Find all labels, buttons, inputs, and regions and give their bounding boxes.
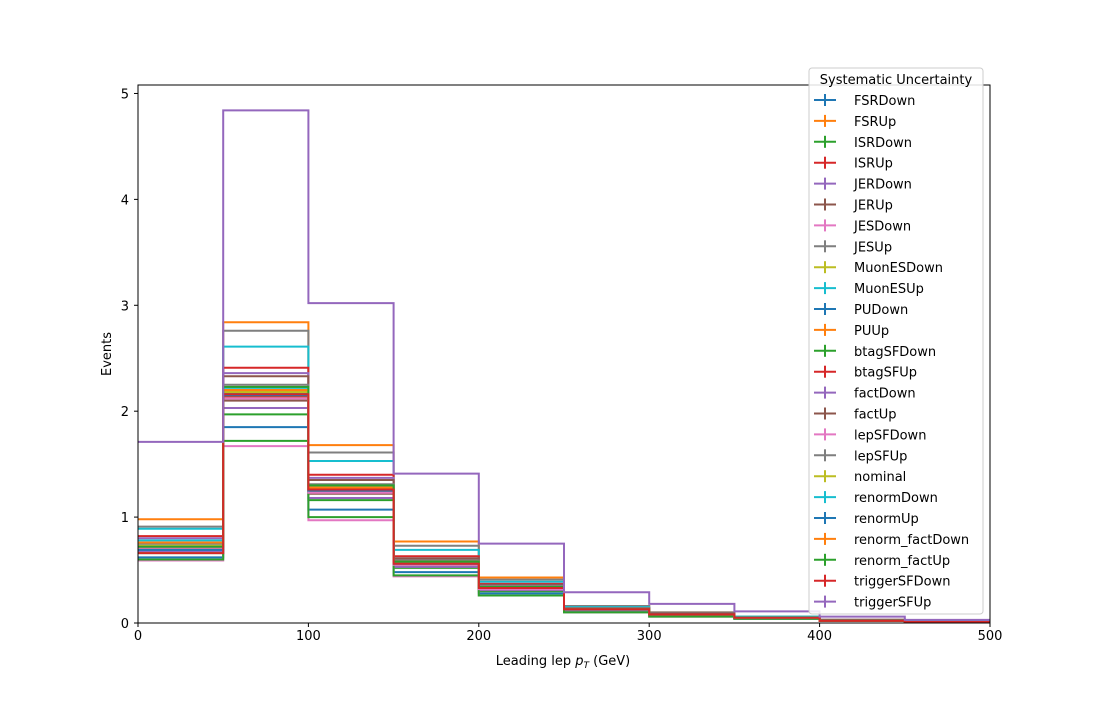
y-tick-label: 3 [121,299,129,314]
legend-label: JERDown [853,178,912,193]
legend-item-puup: PUUp [814,323,889,339]
legend-item-fsrdown: FSRDown [814,94,915,109]
legend-label: FSRDown [854,94,915,109]
legend-frame [808,67,984,615]
axes-layer: 0 100 200 300 400 500 0 1 2 3 4 5 [121,84,1003,644]
legend-label: MuonESDown [854,261,943,276]
legend-item-jerup: JERUp [814,198,893,214]
legend-label: PUUp [854,324,889,339]
legend-label: btagSFDown [854,345,936,360]
legend-label: renormDown [854,491,938,506]
legend-label: factUp [854,408,897,423]
legend-label: lepSFUp [854,449,907,464]
y-axis-label: Events [100,332,115,376]
legend-label: PUDown [854,303,908,318]
legend-label: lepSFDown [854,428,926,443]
x-tick-label: 100 [296,629,321,644]
legend-label: renorm_factUp [854,554,950,569]
legend-item-fsrup: FSRUp [814,114,896,130]
x-tick-label: 500 [978,629,1003,644]
legend-label: ISRUp [854,157,893,172]
legend-item-renormup: renormUp [814,512,919,527]
legend-item-renormdown: renormDown [814,491,938,506]
legend-item-triggersfup: triggerSFUp [814,595,931,611]
series-line-triggersfdown [138,393,990,623]
legend-item-triggersfdown: triggerSFDown [814,574,950,590]
legend-item-isrup: ISRUp [814,156,893,172]
legend-item-btagsfdown: btagSFDown [814,344,936,360]
y-tick-label: 5 [121,87,129,102]
legend-label: renorm_factDown [854,533,969,548]
series-layer [138,109,990,623]
legend-label: MuonESUp [854,282,924,297]
y-tick-label: 4 [121,193,129,208]
x-tick-label: 300 [637,629,662,644]
legend-item-lepsfdown: lepSFDown [814,428,926,443]
legend-label: JESUp [853,240,892,255]
legend-item-btagsfup: btagSFUp [814,365,917,381]
x-tick-label: 400 [807,629,832,644]
x-axis-label-sub: T [583,661,590,671]
legend-item-factdown: factDown [814,386,916,402]
legend-item-muonesdown: MuonESDown [814,261,943,276]
legend-label: factDown [854,387,916,402]
legend-label: btagSFUp [854,366,917,381]
legend-item-pudown: PUDown [814,303,908,318]
legend-label: triggerSFUp [854,596,931,611]
legend-label: triggerSFDown [854,575,950,590]
x-tick-label: 0 [134,629,142,644]
legend-item-isrdown: ISRDown [814,135,912,151]
y-tick-label: 2 [121,405,129,420]
y-tick-label: 1 [121,511,129,526]
legend-item-jerdown: JERDown [814,177,912,193]
legend-item-factup: factUp [814,407,897,423]
legend-label: JESDown [853,219,911,234]
x-axis-label-unit: (GeV) [589,654,630,669]
legend-item-renorm-factup: renorm_factUp [814,553,950,569]
legend-label: JERUp [853,199,893,214]
x-tick-label: 200 [466,629,491,644]
legend-label: FSRUp [854,115,896,130]
plot-frame [137,84,991,624]
legend-item-lepsfup: lepSFUp [814,449,907,464]
x-axis-label-var: p [574,654,583,669]
legend-item-nominal: nominal [814,470,906,485]
legend-item-jesup: JESUp [814,240,892,255]
legend-item-renorm-factdown: renorm_factDown [814,532,969,548]
legend-title: Systematic Uncertainty [820,73,973,88]
x-axis-label-main: Leading lep [496,654,575,669]
legend-item-jesdown: JESDown [814,219,911,234]
legend-label: ISRDown [854,136,912,151]
legend-item-muonesup: MuonESUp [814,282,924,297]
legend-label: renormUp [854,512,919,527]
series-line-triggersfup [138,109,990,621]
x-axis-label: Leading lep pT (GeV) [496,654,630,671]
legend: Systematic Uncertainty FSRDown FSRUp ISRDo… [808,67,984,615]
legend-items: FSRDown FSRUp ISRDown ISRUp JERDown JERUp JESD… [814,94,969,611]
legend-label: nominal [854,470,906,485]
y-tick-label: 0 [121,617,129,632]
